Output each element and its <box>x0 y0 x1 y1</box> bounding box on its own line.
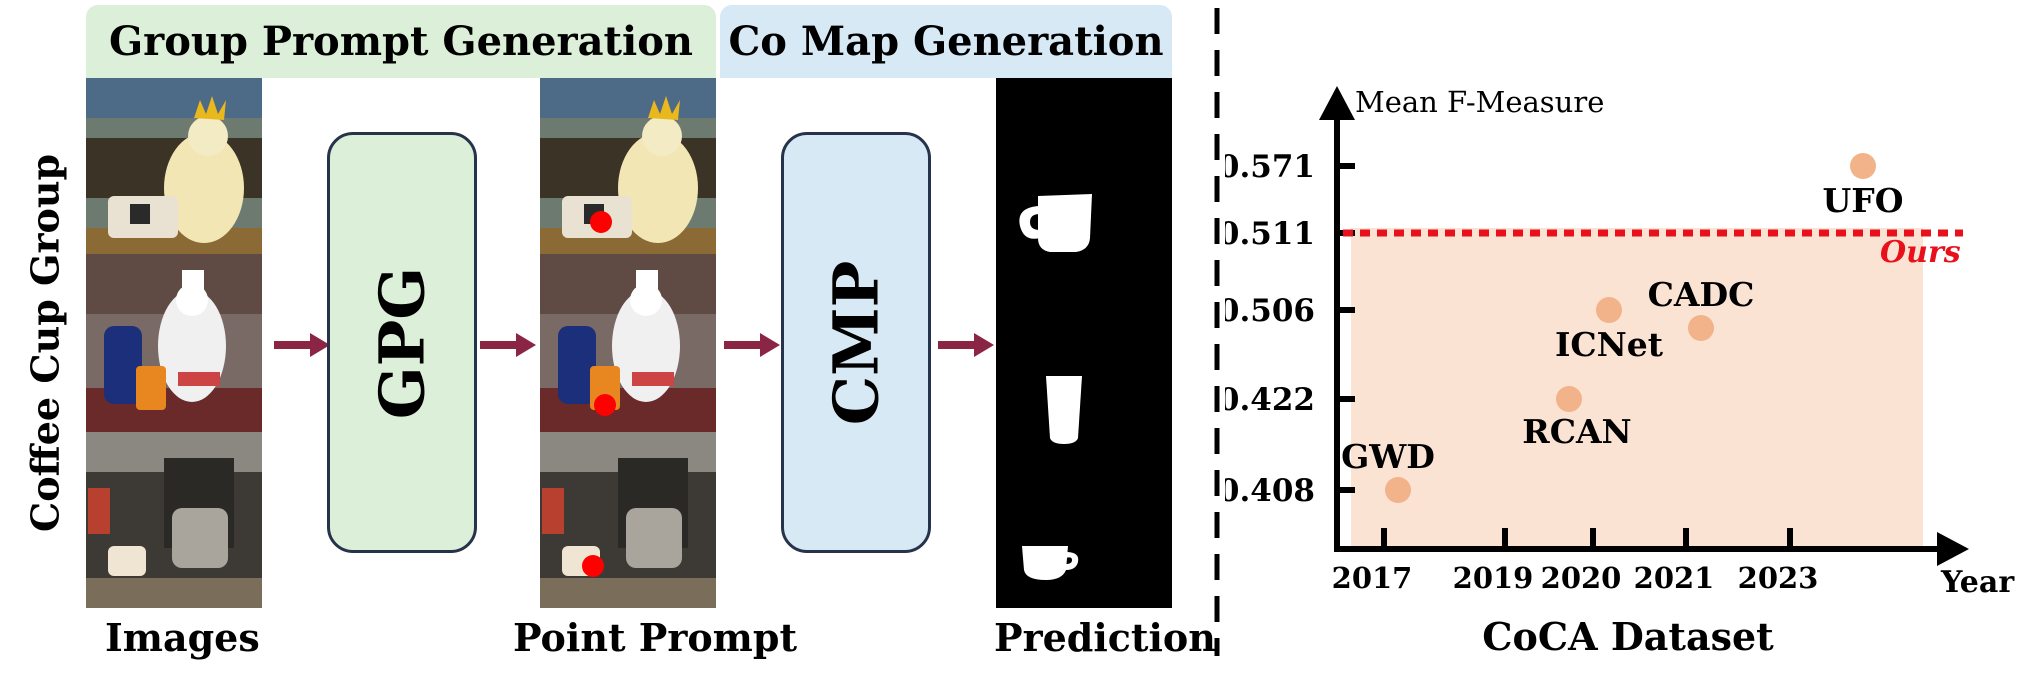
co-map-generation-banner: Co Map Generation <box>720 5 1172 78</box>
ours-label: Ours <box>1880 235 1961 270</box>
x-ticks: 2017 2019 2020 2021 2023 <box>1332 528 1819 595</box>
group-label: Coffee Cup Group <box>22 153 68 533</box>
data-point-gwd <box>1385 477 1411 503</box>
input-images <box>86 78 262 608</box>
chart-caption: CoCA Dataset <box>1482 614 1774 659</box>
y-axis-arrow-icon <box>1319 86 1355 120</box>
y-tick-label: 0.571 <box>1225 149 1315 185</box>
mug-handle-mask <box>1019 206 1040 239</box>
group-prompt-generation-title: Group Prompt Generation <box>109 18 693 65</box>
x-axis-arrow-icon <box>1937 532 1969 566</box>
arrow-icon <box>938 333 994 357</box>
teacup-handle-mask <box>1066 552 1079 570</box>
data-label-icnet: ICNet <box>1555 325 1664 364</box>
x-tick-label: 2023 <box>1738 561 1819 595</box>
data-point-rcan <box>1556 386 1582 412</box>
prompt-point <box>582 555 604 577</box>
arrow-icon <box>724 333 780 357</box>
y-tick-label: 0.408 <box>1225 473 1315 509</box>
y-tick-label: 0.506 <box>1225 293 1315 329</box>
prediction-label: Prediction <box>994 615 1216 660</box>
cmp-module-label: CMP <box>819 260 893 425</box>
data-point-icnet <box>1596 297 1622 323</box>
dashed-separator <box>1214 8 1220 656</box>
cup-mask <box>1046 376 1082 444</box>
point-prompt-label: Point Prompt <box>513 615 798 660</box>
prediction-mask-shapes <box>1019 194 1092 580</box>
y-tick-label: 0.511 <box>1225 216 1315 252</box>
y-ticks: 0.408 0.422 0.506 0.511 0.571 <box>1225 149 1355 509</box>
input-images-illustration <box>86 78 262 608</box>
x-tick-label: 2017 <box>1332 561 1413 595</box>
point-prompt-illustration <box>540 78 716 608</box>
y-tick-label: 0.422 <box>1225 382 1315 418</box>
data-points: GWD RCAN ICNet CADC UFO <box>1341 153 1903 503</box>
mug-mask <box>1038 194 1092 252</box>
prompt-point <box>590 211 612 233</box>
point-prompt-images <box>540 78 716 608</box>
x-axis-label: Year <box>1940 565 2015 600</box>
gpg-module-label: GPG <box>365 266 439 419</box>
images-label: Images <box>105 615 260 660</box>
data-label-gwd: GWD <box>1341 437 1435 476</box>
x-tick-label: 2021 <box>1634 561 1715 595</box>
group-prompt-generation-banner: Group Prompt Generation <box>86 5 716 78</box>
cmp-module: CMP <box>781 132 931 553</box>
x-tick-label: 2019 <box>1453 561 1534 595</box>
data-label-rcan: RCAN <box>1522 412 1631 451</box>
data-point-cadc <box>1688 315 1714 341</box>
co-map-generation-title: Co Map Generation <box>728 18 1164 65</box>
y-axis-label: Mean F-Measure <box>1355 85 1604 119</box>
x-tick-label: 2020 <box>1541 561 1622 595</box>
arrow-icon <box>274 333 330 357</box>
data-point-ufo <box>1850 153 1876 179</box>
prediction-masks <box>996 78 1172 608</box>
teacup-mask <box>1022 546 1068 580</box>
data-label-cadc: CADC <box>1648 275 1755 314</box>
chart-shaded-region <box>1351 228 1923 552</box>
arrow-icon <box>480 333 536 357</box>
gpg-module: GPG <box>327 132 477 553</box>
prompt-point <box>594 394 616 416</box>
data-label-ufo: UFO <box>1823 181 1904 220</box>
